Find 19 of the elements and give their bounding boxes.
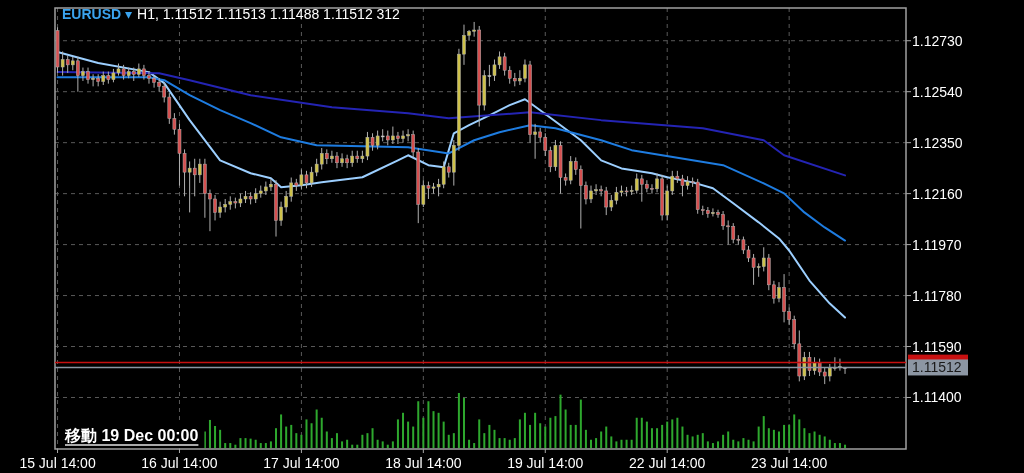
chart-subtitle: H1, 1.11512 1.11513 1.11488 1.11512 312 (137, 6, 401, 22)
annotation: 移動 19 Dec 00:00 (64, 427, 199, 444)
x-tick-label: 18 Jul 14:00 (385, 455, 462, 471)
chart-title: EURUSD ▾ (62, 6, 133, 22)
y-tick-label: 1.12540 (912, 83, 963, 100)
x-tick-label: 22 Jul 14:00 (629, 455, 706, 471)
y-tick-label: 1.12350 (912, 134, 963, 151)
y-tick-label: 1.12730 (912, 32, 963, 49)
x-tick-label: 15 Jul 14:00 (19, 455, 96, 471)
y-tick-label: 1.12160 (912, 185, 963, 202)
x-tick-label: 23 Jul 14:00 (751, 455, 828, 471)
y-tick-label: 1.11400 (912, 389, 962, 406)
x-tick-label: 16 Jul 14:00 (141, 455, 218, 471)
ref-line-label: 1.11512 (912, 359, 962, 376)
y-tick-label: 1.11590 (912, 338, 962, 355)
x-tick-label: 19 Jul 14:00 (507, 455, 584, 471)
x-tick-label: 17 Jul 14:00 (263, 455, 340, 471)
y-tick-label: 1.11780 (912, 287, 962, 304)
y-tick-label: 1.11970 (912, 236, 962, 253)
